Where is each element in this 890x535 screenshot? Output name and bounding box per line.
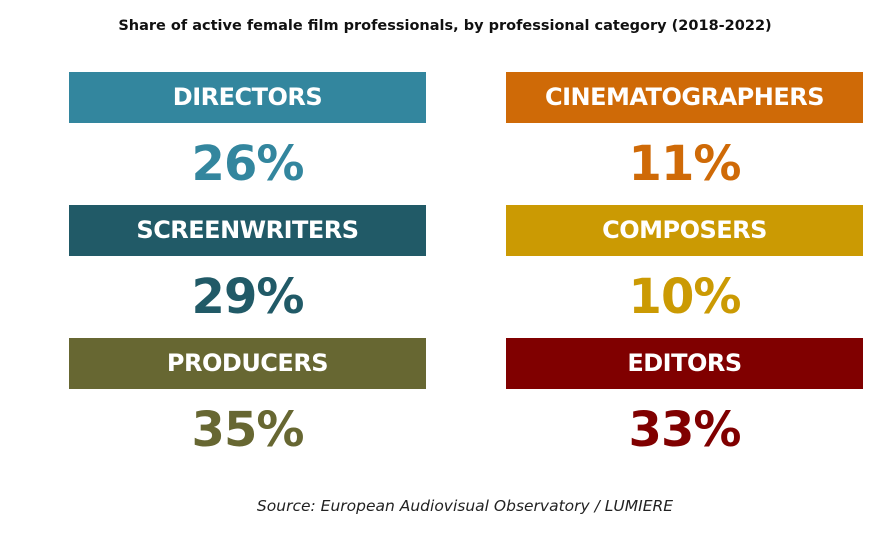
category-value: 11% — [628, 136, 742, 192]
category-label: DIRECTORS — [69, 72, 426, 123]
source-note: Source: European Audiovisual Observatory… — [256, 497, 674, 515]
category-directors: DIRECTORS 26% — [69, 72, 426, 205]
chart-title: Share of active female film professional… — [118, 18, 772, 34]
category-label: PRODUCERS — [69, 338, 426, 389]
category-value: 10% — [628, 269, 742, 325]
category-cinematographers: CINEMATOGRAPHERS 11% — [506, 72, 863, 205]
category-value: 29% — [191, 269, 305, 325]
category-value: 33% — [628, 402, 742, 458]
category-label: SCREENWRITERS — [69, 205, 426, 256]
category-value: 35% — [191, 402, 305, 458]
category-label: COMPOSERS — [506, 205, 863, 256]
category-composers: COMPOSERS 10% — [506, 205, 863, 338]
category-editors: EDITORS 33% — [506, 338, 863, 471]
category-label: EDITORS — [506, 338, 863, 389]
category-screenwriters: SCREENWRITERS 29% — [69, 205, 426, 338]
category-producers: PRODUCERS 35% — [69, 338, 426, 471]
category-value: 26% — [191, 136, 305, 192]
category-label: CINEMATOGRAPHERS — [506, 72, 863, 123]
